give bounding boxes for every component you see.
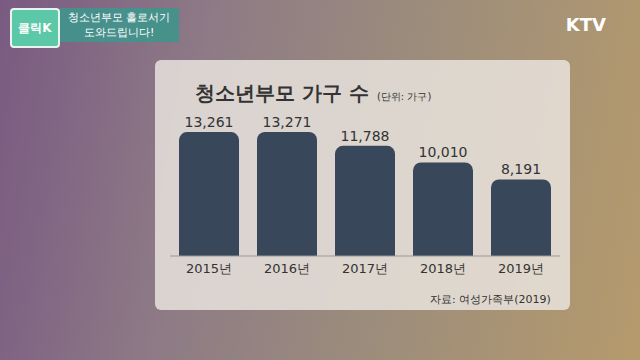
svg-text:2016년: 2016년 — [264, 261, 310, 276]
svg-text:10,010: 10,010 — [419, 144, 468, 160]
svg-text:2018년: 2018년 — [420, 261, 466, 276]
html-text:KTV: KTV — [565, 14, 606, 35]
html-text:(단위: 가구): (단위: 가구) — [376, 91, 432, 102]
html-text:청소년부모 가구 수: 청소년부모 가구 수 — [195, 81, 369, 105]
svg-text:13,271: 13,271 — [263, 114, 312, 130]
svg-text:2017년: 2017년 — [342, 261, 388, 276]
html-text:청소년부모 홀로서기: 청소년부모 홀로서기 — [68, 11, 171, 24]
html-text:클릭K: 클릭K — [18, 20, 52, 35]
svg-text:2019년: 2019년 — [498, 261, 544, 276]
svg-text:8,191: 8,191 — [501, 161, 541, 177]
svg-text:2015년: 2015년 — [186, 261, 232, 276]
html-text:도와드립니다!: 도와드립니다! — [84, 26, 155, 39]
html-text:자료: 여성가족부(2019): 자료: 여성가족부(2019) — [430, 293, 551, 306]
svg-text:11,788: 11,788 — [341, 128, 390, 144]
svg-text:13,261: 13,261 — [185, 114, 234, 130]
